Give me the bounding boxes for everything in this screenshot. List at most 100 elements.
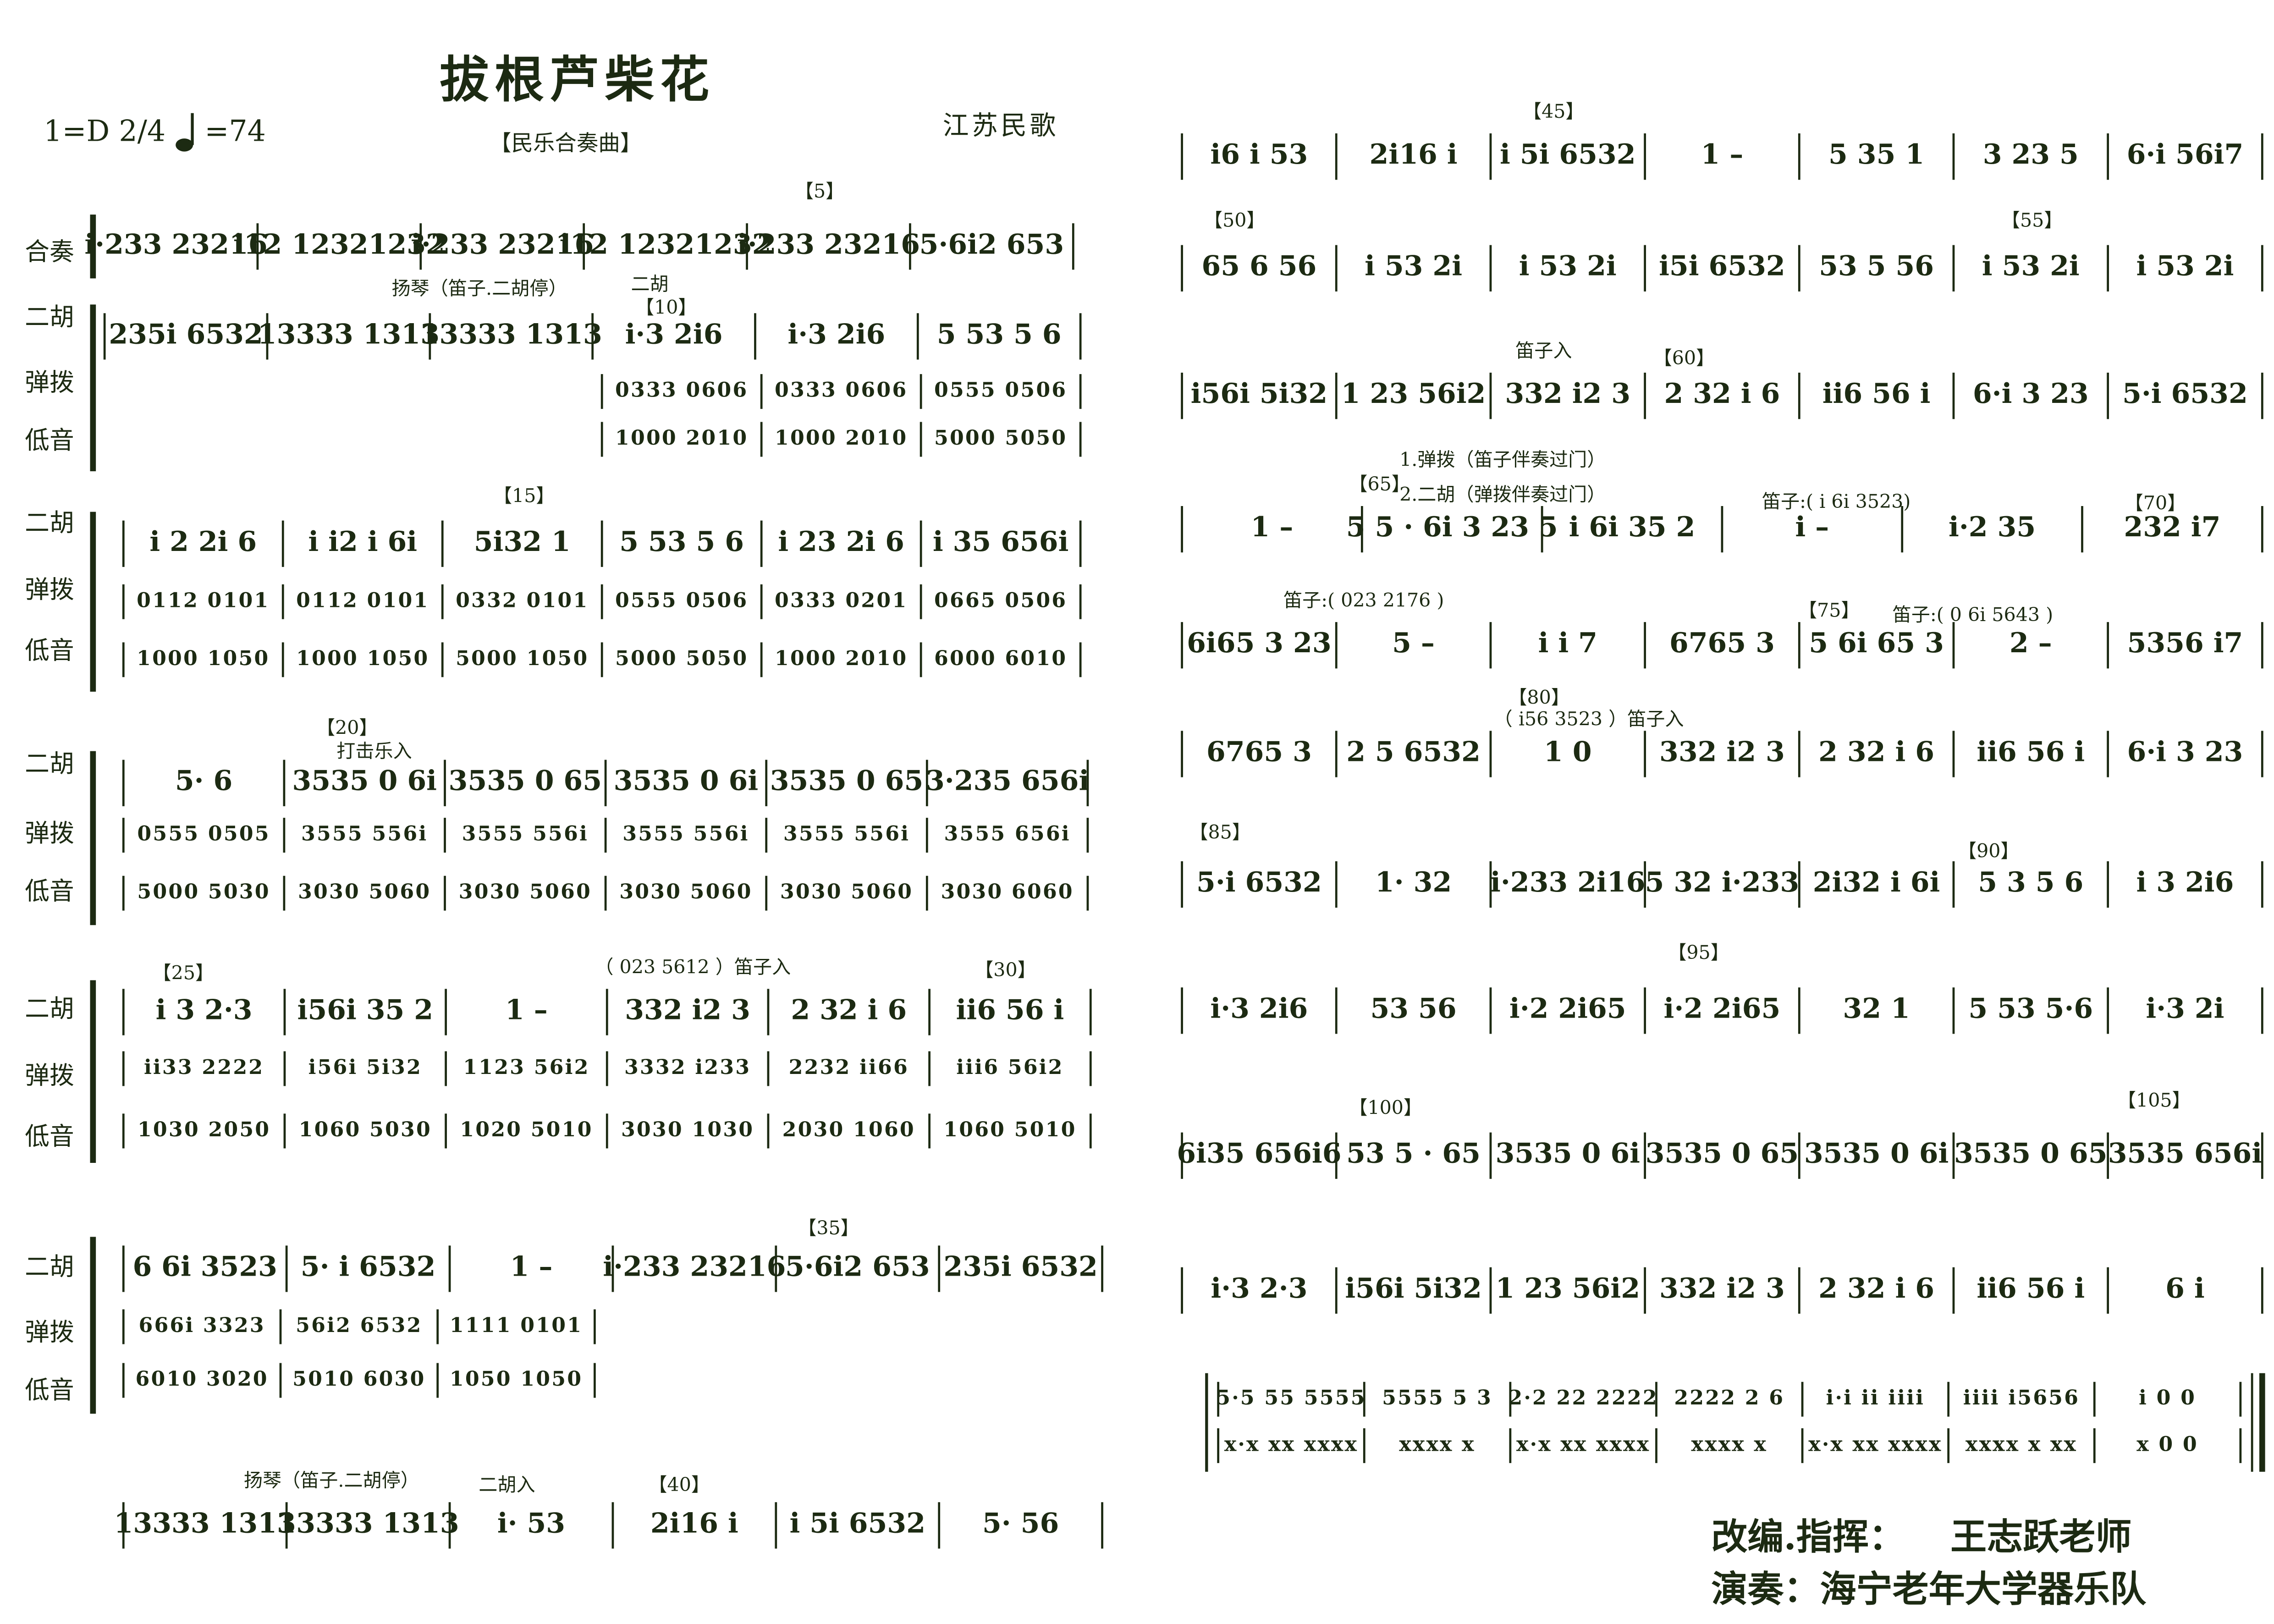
measure-notes: i 35 656i — [933, 526, 1069, 558]
measure-notes: 5·i 6532 — [2122, 378, 2248, 410]
measure-notes: 1· 32 — [1375, 866, 1452, 898]
measure-notes: 0333 0606 — [775, 378, 908, 402]
measure-notes: i12 12321232 — [233, 228, 445, 260]
annotation: 【20】 — [316, 717, 378, 739]
measure-notes: i i 7 — [1538, 627, 1597, 659]
measure-notes: 1050 1050 — [450, 1367, 583, 1391]
measure-notes: x·x xx xxxx — [1516, 1432, 1650, 1456]
subtitle: 【民乐合奏曲】 — [490, 131, 642, 156]
measure-notes: 0665 0506 — [934, 588, 1067, 612]
measure-notes: 5·6i2 653 — [785, 1250, 930, 1283]
measure-notes: 332 i2 3 — [1659, 1272, 1785, 1305]
measure-notes: ii6 56 i — [956, 994, 1064, 1026]
measure-notes: 1 – — [1251, 511, 1294, 543]
measure-notes: 0112 0101 — [137, 588, 270, 612]
measure-notes: 3030 5060 — [619, 880, 752, 903]
measure-notes: i·233 23216 — [603, 1250, 786, 1283]
annotation: 【30】 — [975, 959, 1036, 981]
measure-notes: 1020 5010 — [460, 1118, 593, 1141]
part-label: 弹拨 — [25, 1317, 74, 1346]
annotation: 2.二胡（弹拨伴奏过门） — [1399, 483, 1606, 505]
measure-notes: 6·i 3 23 — [2127, 736, 2243, 768]
measure-notes: 1 – — [505, 994, 548, 1026]
measure-notes: 5 5 · 6i 3 23 5 — [1346, 511, 1558, 543]
part-label: 二胡 — [25, 749, 74, 778]
measure-notes: i56i 5i32 — [308, 1055, 422, 1079]
measure-notes: 1 23 56i2 — [1495, 1272, 1640, 1305]
measure-notes: i 0 0 — [2139, 1386, 2196, 1409]
measure-notes: i 5i 6532 — [1500, 138, 1636, 171]
annotation: 二胡 — [631, 273, 668, 295]
measure-notes: 2i32 i 6i — [1813, 866, 1940, 898]
quarter-note-icon — [176, 138, 193, 152]
annotation: 【60】 — [1653, 347, 1715, 369]
measure-notes: 3030 5060 — [459, 880, 592, 903]
measure-notes: i56i 35 2 — [297, 994, 433, 1026]
measure-notes: xxxx x xx — [1966, 1432, 2077, 1456]
measure-notes: 3030 1030 — [621, 1118, 754, 1141]
annotation: 【10】 — [635, 296, 697, 318]
measure-notes: i·233 2i16 — [1490, 866, 1645, 898]
annotation: 【75】 — [1798, 599, 1860, 621]
measure-notes: i·233 23216 — [84, 228, 267, 260]
measure-notes: 6·i 3 23 — [1973, 378, 2089, 410]
part-label: 弹拨 — [25, 575, 74, 604]
part-label: 弹拨 — [25, 819, 74, 848]
measure-notes: 3535 0 6i — [1495, 1138, 1640, 1170]
measure-notes: 56i2 6532 — [296, 1313, 422, 1337]
measure-notes: i· 53 — [497, 1507, 565, 1539]
measure-notes: 5000 5030 — [137, 880, 270, 903]
measure-notes: 13333 1313 — [420, 318, 602, 350]
measure-notes: 3535 0 6i — [614, 765, 759, 797]
annotation: 【95】 — [1668, 941, 1729, 963]
measure-notes: 1 0 — [1544, 736, 1592, 768]
part-label: 合奏 — [25, 237, 74, 266]
annotation: 【55】 — [2001, 209, 2063, 231]
measure-notes: 235i 6532 — [109, 318, 263, 350]
measure-notes: ii6 56 i — [1823, 378, 1931, 410]
annotation: 【40】 — [648, 1474, 710, 1496]
measure-notes: 235i 6532 — [943, 1250, 1097, 1283]
measure-notes: 2 32 i 6 — [1664, 378, 1780, 410]
measure-notes: i 3 2·3 — [156, 994, 253, 1026]
measure-notes: 1000 1050 — [137, 646, 270, 670]
measure-notes: 5 53 5 6 — [619, 526, 744, 558]
measure-notes: 3555 556i — [783, 822, 910, 846]
measure-notes: i56i 5i32 — [1345, 1272, 1481, 1305]
measure-notes: 0333 0201 — [775, 588, 908, 612]
measure-notes: 2 32 i 6 — [1818, 1272, 1934, 1305]
measure-notes: i·2 2i65 — [1509, 992, 1626, 1024]
measure-notes: 53 5 56 — [1819, 250, 1934, 282]
annotation: 扬琴（笛子.二胡停） — [392, 277, 567, 299]
measure-notes: 3555 556i — [622, 822, 749, 846]
measure-notes: 0555 0506 — [615, 588, 748, 612]
measure-notes: 2030 1060 — [782, 1118, 915, 1141]
measure-notes: 5000 5050 — [615, 646, 748, 670]
measure-notes: 3535 0 65 — [449, 765, 602, 797]
measure-notes: 1111 0101 — [450, 1313, 583, 1337]
measure-notes: 1060 5030 — [299, 1118, 432, 1141]
measure-notes: i12 12321232 — [560, 228, 771, 260]
measure-notes: 332 i2 3 — [625, 994, 750, 1026]
measure-notes: 0332 0101 — [456, 588, 589, 612]
measure-notes: 5 3 5 6 — [1978, 866, 2083, 898]
measure-notes: i i2 i 6i — [308, 526, 417, 558]
measure-notes: 3555 556i — [462, 822, 589, 846]
measure-notes: 2·2 22 2222 — [1508, 1386, 1658, 1409]
origin: 江苏民歌 — [943, 110, 1059, 141]
measure-notes: i·i ii iiii — [1826, 1386, 1925, 1409]
measure-notes: 1000 2010 — [775, 646, 908, 670]
part-label: 弹拨 — [25, 368, 74, 396]
measure-notes: 3535 0 65 — [1646, 1138, 1799, 1170]
annotation: 【65】 — [1349, 473, 1410, 495]
measure-notes: 65 6 56 — [1201, 250, 1316, 282]
measure-notes: 2232 ii66 — [789, 1055, 909, 1079]
measure-notes: x 0 0 — [2136, 1432, 2198, 1456]
measure-notes: 2 5 6532 — [1346, 736, 1481, 768]
annotation: 扬琴（笛子.二胡停） — [244, 1469, 419, 1491]
annotation: 笛子入 — [1515, 340, 1572, 362]
measure-notes: i – — [1795, 511, 1829, 543]
measure-notes: 0555 0505 — [137, 822, 270, 846]
annotation: 【15】 — [493, 485, 555, 507]
